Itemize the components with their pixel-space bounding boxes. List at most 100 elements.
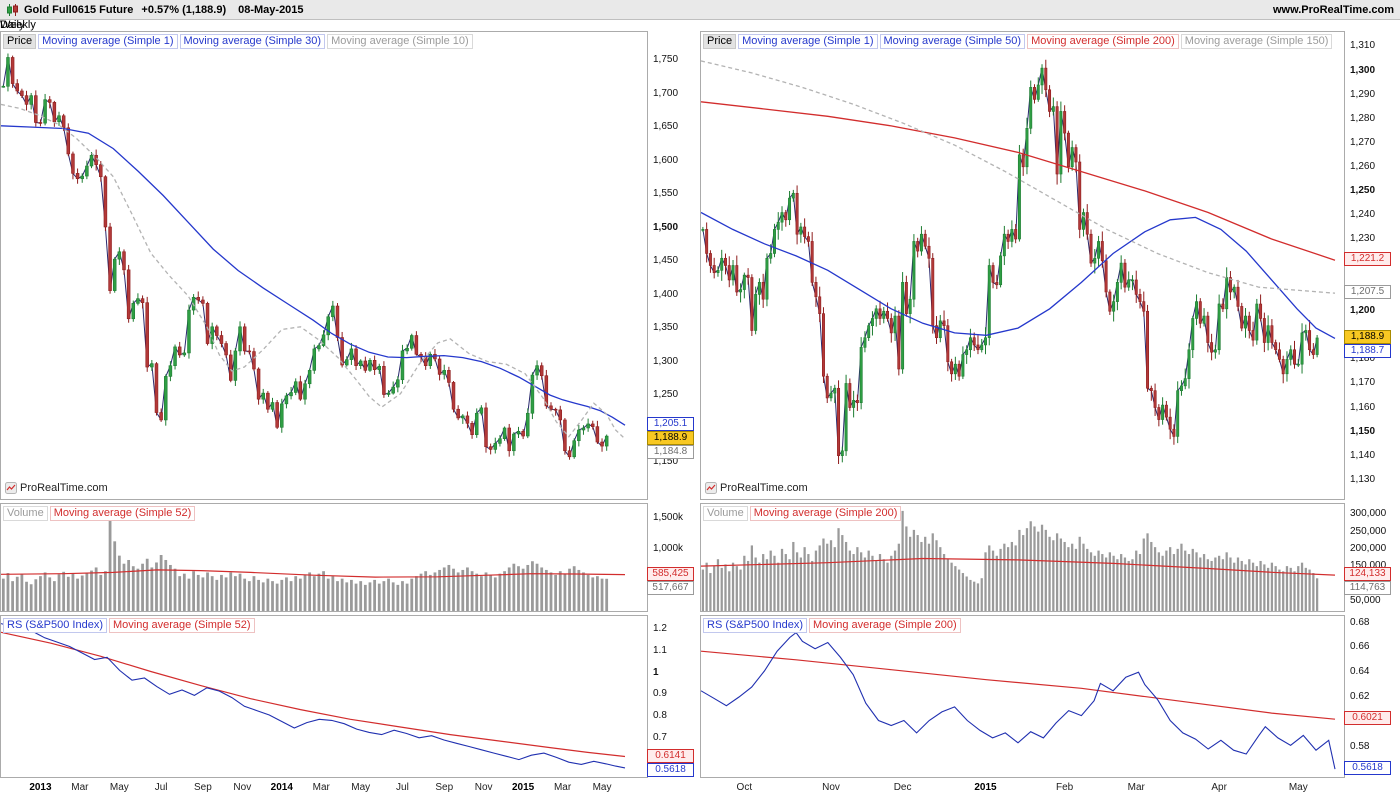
x-axis-label: May (1288, 782, 1308, 793)
y-axis-label: 1.2 (653, 623, 667, 635)
axis-tag-red: 0.6141 (647, 748, 694, 763)
legend-item[interactable]: Moving average (Simple 52) (49, 506, 196, 521)
weekly-price-chart[interactable] (0, 31, 648, 500)
legend-item[interactable]: Moving average (Simple 200) (749, 506, 902, 521)
y-axis-label: 1,150 (1350, 425, 1376, 437)
x-axis-label: Jul (154, 782, 168, 793)
weekly-rs-line (0, 623, 626, 769)
y-axis-label: 1 (653, 666, 659, 678)
y-axis-label: 1,300 (1350, 64, 1376, 76)
axis-tag-blue: 1,205.1 (647, 417, 694, 432)
y-axis-label: 0.68 (1350, 616, 1370, 628)
y-axis-label: 1,140 (1350, 449, 1376, 461)
axis-tag-gray: 1,207.5 (1344, 285, 1391, 300)
legend-item[interactable]: Moving average (Simple 1) (738, 34, 878, 49)
watermark-text: ProRealTime.com (720, 482, 808, 494)
axis-tag-gray: 1,184.8 (647, 445, 694, 460)
daily-rs-chart[interactable] (700, 615, 1345, 778)
x-axis-label: Sep (193, 782, 212, 793)
volume-bars (701, 510, 1319, 611)
daily-moving-average-line-1 (700, 101, 1336, 261)
y-axis-label: 0.58 (1350, 740, 1370, 752)
legend-item[interactable]: Moving average (Simple 200) (809, 618, 961, 633)
y-axis-label: 1,550 (653, 188, 679, 200)
axis-tag-blue: 0.5618 (1344, 761, 1391, 776)
legend-item[interactable]: Volume (703, 506, 748, 521)
x-axis-label: 2013 (29, 782, 52, 793)
legend-item[interactable]: Price (703, 34, 737, 49)
quote-date: 08-May-2015 (238, 3, 304, 16)
y-axis-label: 1,150 (653, 456, 679, 468)
daily-price-chart[interactable] (700, 31, 1345, 500)
x-axis-label: Mar (1127, 782, 1145, 793)
instrument-name: Gold Full0615 Future (24, 3, 134, 16)
legend-item[interactable]: RS (S&P500 Index) (703, 618, 807, 633)
axis-tag-red: 585,425 (647, 566, 694, 581)
daily-volume-chart[interactable] (700, 503, 1345, 612)
y-axis-label: 1,450 (653, 255, 679, 267)
watermark: ProRealTime.com (705, 482, 808, 494)
daily-price-chart-svg[interactable] (700, 32, 1344, 499)
x-axis-label: 2015 (512, 782, 535, 793)
y-axis-label: 1,160 (1350, 401, 1376, 413)
daily-rs-ma-line (700, 650, 1336, 720)
axis-tag-gray: 517,667 (647, 580, 694, 595)
candles (1, 53, 609, 460)
daily-rs-legend: RS (S&P500 Index) Moving average (Simple … (703, 618, 961, 633)
x-axis-label: May (351, 782, 371, 793)
axis-tag-last: 1,188.9 (647, 431, 694, 446)
weekly-rs-chart[interactable] (0, 615, 648, 778)
weekly-chart-title: Weekly (0, 19, 36, 31)
y-axis-label: 0.7 (653, 731, 667, 743)
y-axis-label: 50,000 (1350, 594, 1381, 606)
x-axis-label: Sep (435, 782, 454, 793)
daily-volume-chart-svg[interactable] (700, 504, 1344, 611)
y-axis-label: 300,000 (1350, 508, 1387, 520)
prorealtime-logo-icon (705, 482, 717, 494)
axis-tag-red: 0.6021 (1344, 711, 1391, 726)
legend-item[interactable]: Moving average (Simple 150) (1180, 34, 1333, 49)
legend-item[interactable]: RS (S&P500 Index) (3, 618, 107, 633)
y-axis-label: 1,250 (1350, 184, 1376, 196)
y-axis-label: 1,130 (1350, 473, 1376, 485)
header-bar: Gold Full0615 Future +0.57% (1,188.9) 08… (0, 0, 1400, 20)
weekly-volume-ma-line (0, 569, 626, 578)
legend-item[interactable]: Moving average (Simple 30) (179, 34, 326, 49)
y-axis-label: 1,310 (1350, 40, 1376, 52)
legend-item[interactable]: Moving average (Simple 10) (327, 34, 473, 49)
y-axis-label: 1,180 (1350, 353, 1376, 365)
x-axis-label: 2014 (270, 782, 293, 793)
axis-tag-blue: 1,188.7 (1344, 343, 1391, 358)
weekly-rs-legend: RS (S&P500 Index) Moving average (Simple … (3, 618, 255, 633)
weekly-volume-chart-svg[interactable] (0, 504, 647, 611)
y-axis-label: 1,270 (1350, 136, 1376, 148)
weekly-volume-legend: Volume Moving average (Simple 52) (3, 506, 196, 521)
y-axis-label: 1,700 (653, 87, 679, 99)
y-axis-label: 1.1 (653, 644, 667, 656)
weekly-price-chart-svg[interactable] (0, 32, 647, 499)
legend-item[interactable]: Moving average (Simple 52) (109, 618, 255, 633)
legend-item[interactable]: Moving average (Simple 1) (38, 34, 178, 49)
legend-item[interactable]: Moving average (Simple 50) (879, 34, 1026, 49)
y-axis-label: 250,000 (1350, 525, 1387, 537)
x-axis-label: Jul (396, 782, 409, 793)
y-axis-label: 1,000k (653, 542, 684, 554)
site-link[interactable]: www.ProRealTime.com (1272, 3, 1394, 16)
y-axis-label: 150,000 (1350, 560, 1387, 572)
legend-item[interactable]: Price (3, 34, 37, 49)
x-axis-label: Mar (312, 782, 330, 793)
y-axis-label: 0.64 (1350, 666, 1370, 678)
volume-bars (1, 513, 609, 611)
x-axis-label: May (109, 782, 129, 793)
x-axis-label: Nov (474, 782, 493, 793)
daily-rs-chart-svg[interactable] (700, 616, 1344, 777)
weekly-volume-chart[interactable] (0, 503, 648, 612)
y-axis-label: 1,260 (1350, 160, 1376, 172)
legend-item[interactable]: Moving average (Simple 200) (1027, 34, 1179, 49)
x-axis-label: Mar (553, 782, 572, 793)
weekly-rs-chart-svg[interactable] (0, 616, 647, 777)
x-axis-label: May (592, 782, 612, 793)
y-axis-label: 0.62 (1350, 690, 1370, 702)
y-axis-label: 1,400 (653, 288, 679, 300)
legend-item[interactable]: Volume (3, 506, 48, 521)
